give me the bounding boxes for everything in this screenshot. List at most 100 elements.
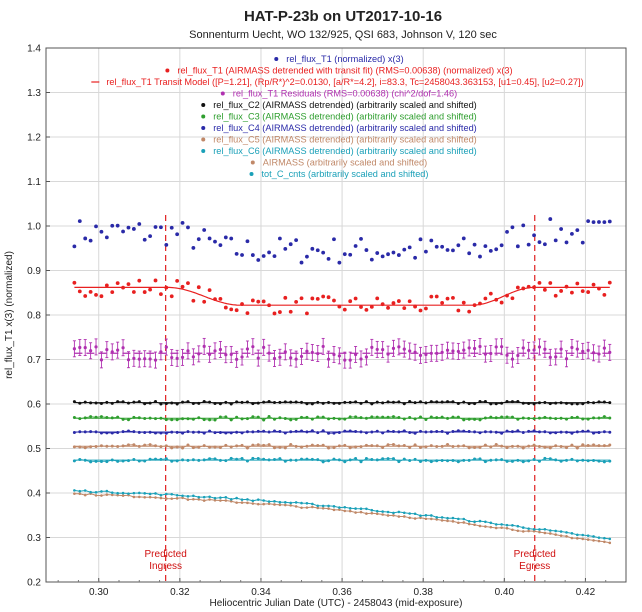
data-point — [202, 299, 207, 304]
data-point — [196, 237, 201, 242]
data-point — [532, 348, 536, 352]
legend-label: rel_flux_C2 (AIRMASS detrended) (arbitra… — [213, 100, 477, 110]
data-point — [597, 431, 601, 435]
data-point — [510, 357, 515, 361]
data-point — [359, 357, 363, 361]
data-point — [164, 418, 168, 422]
data-point — [105, 400, 109, 404]
data-point — [500, 523, 503, 526]
data-point — [440, 444, 444, 448]
data-point — [408, 400, 412, 404]
data-point — [278, 445, 282, 449]
data-point — [116, 415, 120, 419]
data-point — [180, 220, 185, 225]
data-point — [342, 252, 347, 257]
data-point — [294, 444, 298, 448]
data-point — [440, 519, 444, 522]
data-point — [72, 416, 76, 420]
data-point — [337, 444, 341, 448]
data-point — [197, 430, 201, 434]
data-point — [289, 400, 293, 404]
data-point — [235, 415, 239, 419]
data-point — [419, 516, 422, 520]
data-point — [300, 501, 303, 505]
data-point — [250, 298, 255, 303]
data-point — [235, 496, 238, 500]
data-point — [105, 460, 109, 464]
data-point — [570, 290, 574, 295]
data-point — [154, 431, 158, 435]
data-point — [408, 459, 412, 463]
data-point — [192, 497, 195, 501]
data-point — [143, 416, 147, 420]
data-point — [370, 402, 374, 406]
data-point — [137, 400, 141, 404]
data-point — [294, 501, 298, 504]
data-point — [256, 258, 261, 262]
data-point — [186, 400, 190, 404]
data-point — [353, 244, 358, 248]
data-point — [505, 229, 509, 234]
data-point — [462, 444, 466, 448]
data-point — [229, 445, 233, 449]
data-point — [429, 460, 433, 464]
data-point — [278, 400, 282, 404]
data-point — [223, 235, 228, 240]
data-point — [581, 537, 585, 541]
data-point — [77, 219, 82, 224]
data-point — [154, 496, 157, 499]
data-point — [381, 348, 385, 352]
data-point — [451, 520, 455, 523]
data-point — [537, 416, 541, 420]
data-point — [207, 236, 212, 241]
data-point — [467, 417, 471, 421]
data-point — [446, 431, 450, 435]
data-point — [332, 401, 336, 405]
data-point — [305, 415, 309, 419]
x-tick-label: 0.34 — [251, 587, 271, 598]
data-point — [354, 429, 358, 433]
data-point — [175, 459, 179, 463]
data-point — [99, 431, 103, 435]
data-point — [202, 444, 206, 448]
y-axis: 0.2 0.3 0.4 0.5 0.6 0.7 0.8 0.9 1.0 1.1 1.2 1.3 1.4 — [27, 44, 50, 589]
data-point — [521, 431, 525, 435]
data-point — [462, 521, 466, 524]
data-point — [489, 458, 493, 462]
data-point — [575, 228, 580, 233]
data-point — [272, 311, 277, 316]
data-point — [316, 400, 320, 404]
data-point — [576, 533, 579, 537]
data-point — [321, 415, 325, 419]
data-point — [327, 417, 331, 421]
data-point — [104, 235, 109, 240]
data-point — [565, 446, 569, 450]
data-point — [88, 238, 93, 243]
data-point — [94, 459, 98, 463]
chart-subtitle: Sonnenturm Uecht, WO 132/925, QSI 683, J… — [189, 29, 497, 41]
data-point — [153, 225, 158, 229]
data-point — [451, 429, 455, 433]
data-point — [207, 352, 212, 356]
data-point — [532, 529, 536, 533]
data-point — [289, 501, 293, 505]
data-point — [165, 492, 168, 496]
series-0 — [72, 217, 612, 265]
data-point — [408, 445, 412, 449]
data-point — [219, 499, 222, 502]
data-point — [608, 443, 612, 447]
data-point — [218, 431, 222, 435]
data-point — [408, 516, 411, 520]
data-point — [267, 430, 271, 434]
data-point — [170, 459, 174, 463]
data-point — [316, 444, 320, 448]
data-point — [72, 280, 77, 285]
data-point — [148, 287, 153, 292]
data-point — [94, 491, 98, 494]
data-point — [126, 401, 130, 405]
data-point — [559, 227, 564, 231]
series-8 — [72, 456, 612, 464]
data-point — [321, 294, 326, 299]
data-point — [305, 402, 309, 406]
data-point — [126, 443, 130, 447]
